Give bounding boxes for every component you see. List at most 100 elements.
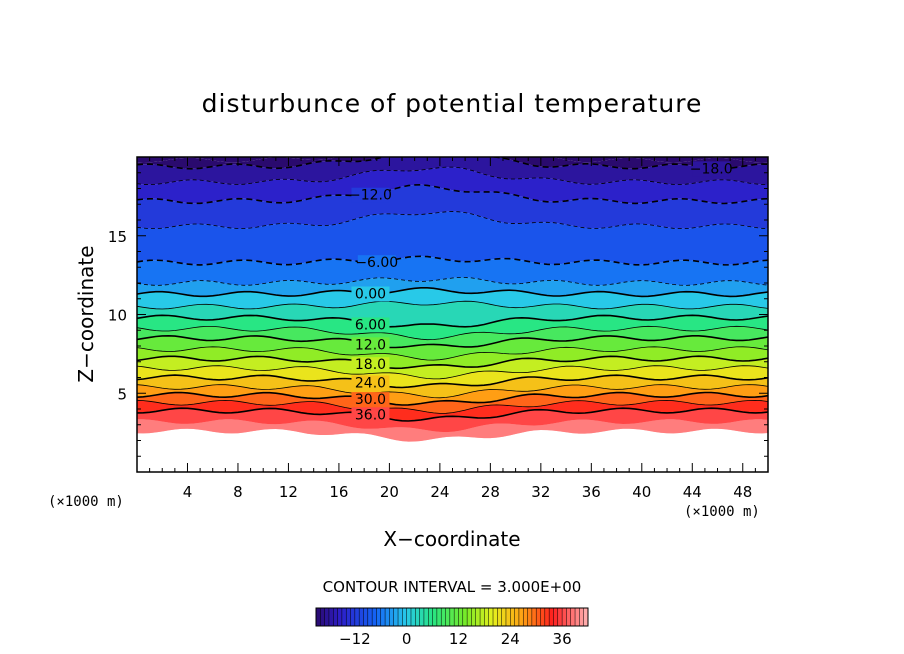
contour-band [137,315,768,340]
colorbar-swatch [467,608,472,626]
colorbar-swatch [527,608,533,626]
colorbar-swatch [385,608,390,626]
contour-label-bg [692,161,731,177]
colorbar-swatch [376,608,382,626]
colorbar-swatch [406,608,412,626]
colorbar-swatch [557,608,563,626]
contour-label: 24.0 [355,375,386,391]
colorbar-swatch [566,608,572,626]
colorbar-swatch [523,608,528,626]
contour-band [137,167,768,204]
contour-labels: −18.0 −12.0 −6.00 0.00 6.00 12.0 18.0 24.030.03… [349,161,733,423]
contour-interval-text: CONTOUR INTERVAL = 3.000E+00 [323,578,582,596]
contour-line [137,166,768,186]
colorbar-swatch [553,608,559,626]
colorbar-swatch [570,608,576,626]
colorbar-swatch [316,608,321,626]
contour-label: 0.00 [355,286,386,302]
x-tick-label: 20 [380,483,399,501]
contour-label-bg [351,357,390,373]
colorbar-swatch [398,608,403,626]
contour-line [137,407,768,422]
contour-band [137,384,768,405]
contour-band [137,365,768,388]
colorbar-swatch [428,608,433,626]
colorbar-swatch [458,608,464,626]
contour-line [137,277,768,286]
colorbar-swatch [441,608,446,626]
colorbar-swatch [346,608,351,626]
colorbar-swatch [505,608,511,626]
colorbar-swatch [372,608,377,626]
contour-label-bg [351,392,390,408]
x-tick-label: 48 [733,483,752,501]
y-tick-label: 15 [108,228,127,246]
x-axis-label: X−coordinate [383,527,520,551]
x-tick-label: 40 [632,483,651,501]
colorbar-swatch [367,608,373,626]
contour-band [137,326,768,348]
colorbar-tick-label: 24 [501,630,520,648]
x-axis-unit: (×1000 m) [684,504,760,520]
contour-band [137,392,768,414]
colorbar-swatch [423,608,429,626]
colorbar-swatch [518,608,524,626]
x-tick-label: 44 [683,483,702,501]
colorbar-swatch [475,608,481,626]
colorbar-swatch [536,608,541,626]
colorbar-swatch [350,608,356,626]
x-tick-label: 4 [183,483,193,501]
x-tick-label: 28 [481,483,500,501]
contour-line [137,157,768,170]
colorbar-swatch [462,608,468,626]
colorbar-tick-label: −12 [339,630,371,648]
colorbar-swatch [328,608,334,626]
colorbar-swatch [488,608,494,626]
colorbar-swatch [410,608,416,626]
contour-band [137,157,768,185]
colorbar-swatch [501,608,507,626]
contour-line [137,255,768,266]
colorbar-swatch [510,608,516,626]
contour-label: −12.0 [349,188,392,204]
colorbar-swatch [544,608,550,626]
colorbar-swatch [562,608,567,626]
x-tick-label: 24 [430,483,449,501]
colorbar-swatch [454,608,459,626]
contour-lines [137,157,768,422]
contour-label: 36.0 [355,407,386,423]
y-axis-label: Z−coordinate [74,245,98,382]
contour-line [137,384,768,399]
contour-line [137,399,768,414]
contour-line [137,374,768,389]
y-axis-unit: (×1000 m) [48,494,124,510]
contour-label-bg [351,337,390,353]
colorbar-frame [315,607,589,627]
colorbar-swatch [419,608,425,626]
contour-line [137,346,768,361]
colorbar-swatch [493,608,498,626]
colorbar-swatch [484,608,490,626]
colorbar-swatch [415,608,421,626]
colorbar-tick-label: 0 [402,630,412,648]
contour-label-bg [357,255,396,271]
colorbar-swatch [359,608,364,626]
contour-line [137,334,768,349]
colorbar-swatch [449,608,455,626]
contour-label-bg [351,187,390,203]
colorbar-swatch [402,608,408,626]
contour-band [137,419,768,442]
colorbar-swatch [389,608,395,626]
y-tick-label: 10 [108,307,127,325]
contour-band [137,408,768,433]
colorbar-swatch [583,608,589,626]
contour-label: 12.0 [355,337,386,353]
contour-line [137,314,768,328]
colorbar-swatch [445,608,451,626]
contour-label-bg [351,286,390,302]
contour-line [137,325,768,341]
contour-band [137,375,768,398]
contour-label-bg [351,317,390,333]
colorbar-tick-label: 36 [553,630,572,648]
colorbar-swatch [579,608,585,626]
